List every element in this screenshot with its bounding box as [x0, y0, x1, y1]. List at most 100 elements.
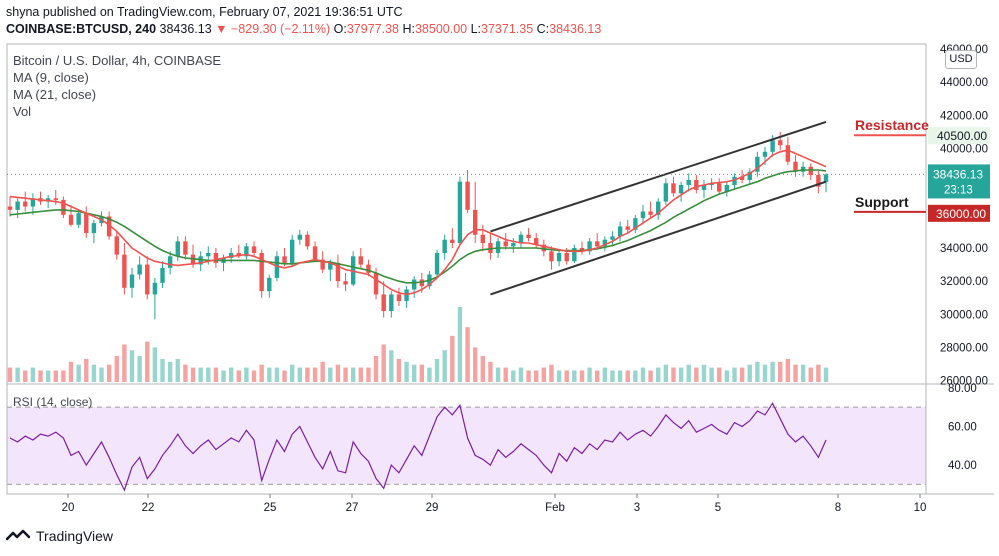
- volume-bar: [648, 370, 653, 382]
- volume-bar: [198, 367, 203, 382]
- volume-bar: [694, 367, 699, 382]
- volume-bar: [663, 364, 669, 382]
- candle-body: [747, 171, 752, 180]
- candle-body: [137, 264, 142, 275]
- volume-bar: [129, 350, 135, 382]
- footer-brand[interactable]: TradingView: [6, 528, 113, 544]
- publish-line: shyna published on TradingView.com, Febr…: [6, 5, 403, 19]
- last-price-box: [928, 164, 990, 199]
- candle-body: [167, 256, 173, 268]
- time-tick-label: 25: [264, 502, 277, 514]
- volume-bar: [114, 356, 119, 382]
- candle-body: [76, 213, 81, 225]
- candle-body: [206, 252, 211, 257]
- rsi-tick-label: 80.00: [948, 383, 977, 395]
- volume-bar: [541, 367, 547, 382]
- volume-bar: [503, 367, 508, 382]
- volume-bar: [549, 364, 554, 382]
- volume-bar: [91, 364, 97, 382]
- legend-ma9[interactable]: MA (9, close): [13, 70, 89, 85]
- volume-bar: [358, 367, 364, 382]
- volume-bar: [190, 367, 196, 382]
- candle-body: [602, 239, 608, 247]
- volume-bar: [373, 356, 379, 382]
- candle-body: [739, 176, 745, 180]
- rsi-line: [9, 402, 827, 492]
- volume-bar: [602, 367, 608, 382]
- volume-bar: [419, 364, 425, 382]
- candle-body: [564, 252, 569, 262]
- candle-body: [640, 211, 646, 219]
- volume-bar: [816, 364, 821, 382]
- candle-body: [465, 181, 470, 210]
- rsi-line-path: [9, 402, 827, 492]
- last-price: 38436.13: [159, 22, 212, 36]
- volume-bar: [84, 358, 89, 382]
- candle-body: [7, 206, 13, 210]
- candle-body: [816, 175, 821, 187]
- candle-body: [503, 241, 508, 247]
- volume-bar: [343, 367, 348, 382]
- volume-bar: [678, 367, 684, 382]
- candle-body: [122, 254, 127, 288]
- candle-body: [373, 272, 379, 295]
- candle-body: [442, 239, 447, 253]
- volume-bar: [701, 364, 707, 382]
- high-label: H:: [402, 22, 415, 36]
- candle-body: [434, 252, 440, 275]
- volume-bar: [45, 370, 51, 382]
- candle-body: [358, 256, 364, 265]
- candle-body: [23, 201, 28, 207]
- volume-bar: [23, 370, 28, 382]
- candle-body: [190, 254, 196, 265]
- grid: [6, 43, 994, 495]
- candle-body: [343, 281, 348, 285]
- legend-ma21[interactable]: MA (21, close): [13, 87, 97, 102]
- candle-body: [244, 246, 249, 257]
- volume-bar: [381, 344, 386, 382]
- volume-bar: [38, 370, 43, 382]
- legend-rsi[interactable]: RSI (14, close): [13, 395, 93, 409]
- open-label: O:: [333, 22, 347, 36]
- candle-body: [724, 184, 730, 192]
- candle-body: [549, 251, 554, 262]
- volume-bar: [656, 367, 661, 382]
- candle-body: [457, 181, 463, 244]
- candle-body: [732, 176, 737, 185]
- volume-bar: [335, 364, 341, 382]
- candle-body: [228, 252, 234, 258]
- price-tick-label: 42000.00: [940, 110, 988, 122]
- candle-body: [381, 294, 386, 312]
- time-tick-label: 22: [142, 502, 155, 514]
- candle-body: [587, 241, 592, 252]
- volume-bar: [30, 367, 36, 382]
- volume-bar: [610, 370, 615, 382]
- legend-vol[interactable]: Vol: [13, 104, 32, 119]
- candle-body: [579, 248, 585, 252]
- currency-button[interactable]: USD: [945, 50, 977, 69]
- volume-bar: [633, 370, 638, 382]
- candle-body: [259, 252, 264, 292]
- ma9-line: [9, 149, 827, 296]
- time-tick-label: 8: [835, 502, 841, 514]
- rsi-band-fill: [7, 407, 926, 485]
- channel-lower: [490, 180, 827, 296]
- candle-body: [160, 267, 165, 283]
- time-tick-label: 3: [634, 502, 640, 514]
- open-value: 37977.38: [346, 22, 399, 36]
- resistance-price-box: [928, 127, 990, 145]
- tradingview-logo-icon: [6, 529, 30, 541]
- candle-body: [572, 248, 577, 262]
- volume-bar: [221, 370, 226, 382]
- volume-bar: [511, 370, 516, 382]
- volume-bar: [289, 364, 295, 382]
- volume-bar: [68, 361, 74, 382]
- candle-body: [686, 180, 691, 185]
- candle-body: [419, 279, 425, 287]
- candle-body: [511, 243, 516, 247]
- resistance-price-label: 40500.00: [937, 129, 987, 143]
- volume-bar: [297, 367, 302, 382]
- volume-bar: [595, 370, 600, 382]
- candle-body: [480, 234, 486, 244]
